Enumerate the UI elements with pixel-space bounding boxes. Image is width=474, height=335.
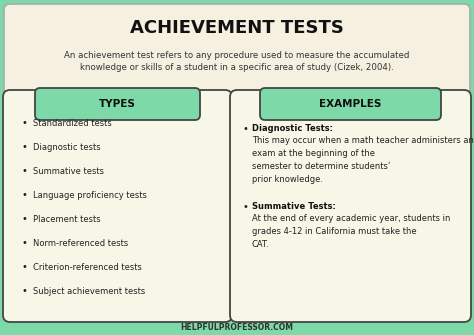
Text: EXAMPLES: EXAMPLES [319,99,382,109]
Text: •: • [22,166,28,176]
Text: prior knowledge.: prior knowledge. [252,175,323,184]
FancyBboxPatch shape [260,88,441,120]
Text: •: • [22,142,28,152]
Text: •: • [22,214,28,224]
Text: Diagnostic tests: Diagnostic tests [33,142,100,151]
Text: Placement tests: Placement tests [33,214,100,223]
Text: An achievement test refers to any procedure used to measure the accumulated: An achievement test refers to any proced… [64,51,410,60]
Text: •: • [22,262,28,272]
Text: exam at the beginning of the: exam at the beginning of the [252,149,375,158]
FancyBboxPatch shape [35,88,200,120]
Text: At the end of every academic year, students in: At the end of every academic year, stude… [252,214,450,223]
Text: grades 4-12 in California must take the: grades 4-12 in California must take the [252,227,417,236]
Text: semester to determine students’: semester to determine students’ [252,162,391,171]
Text: knowledge or skills of a student in a specific area of study (Cizek, 2004).: knowledge or skills of a student in a sp… [80,63,394,71]
Text: •: • [22,238,28,248]
Text: Summative Tests:: Summative Tests: [252,202,336,211]
Text: Norm-referenced tests: Norm-referenced tests [33,239,128,248]
Text: Standardized tests: Standardized tests [33,119,112,128]
Text: Language proficiency tests: Language proficiency tests [33,191,147,200]
Text: •: • [22,286,28,296]
Text: Diagnostic Tests:: Diagnostic Tests: [252,124,333,133]
Text: HELPFULPROFESSOR.COM: HELPFULPROFESSOR.COM [181,323,293,332]
Text: •: • [22,118,28,128]
Text: •: • [22,190,28,200]
FancyBboxPatch shape [230,90,471,322]
Text: Subject achievement tests: Subject achievement tests [33,286,145,295]
Text: Criterion-referenced tests: Criterion-referenced tests [33,263,142,271]
Text: •: • [243,124,249,134]
Text: ACHIEVEMENT TESTS: ACHIEVEMENT TESTS [130,19,344,37]
Text: This may occur when a math teacher administers an: This may occur when a math teacher admin… [252,136,474,145]
Text: CAT.: CAT. [252,240,270,249]
FancyBboxPatch shape [4,4,470,96]
FancyBboxPatch shape [3,90,232,322]
Text: Summative tests: Summative tests [33,166,104,176]
Text: •: • [243,202,249,212]
Text: TYPES: TYPES [99,99,136,109]
